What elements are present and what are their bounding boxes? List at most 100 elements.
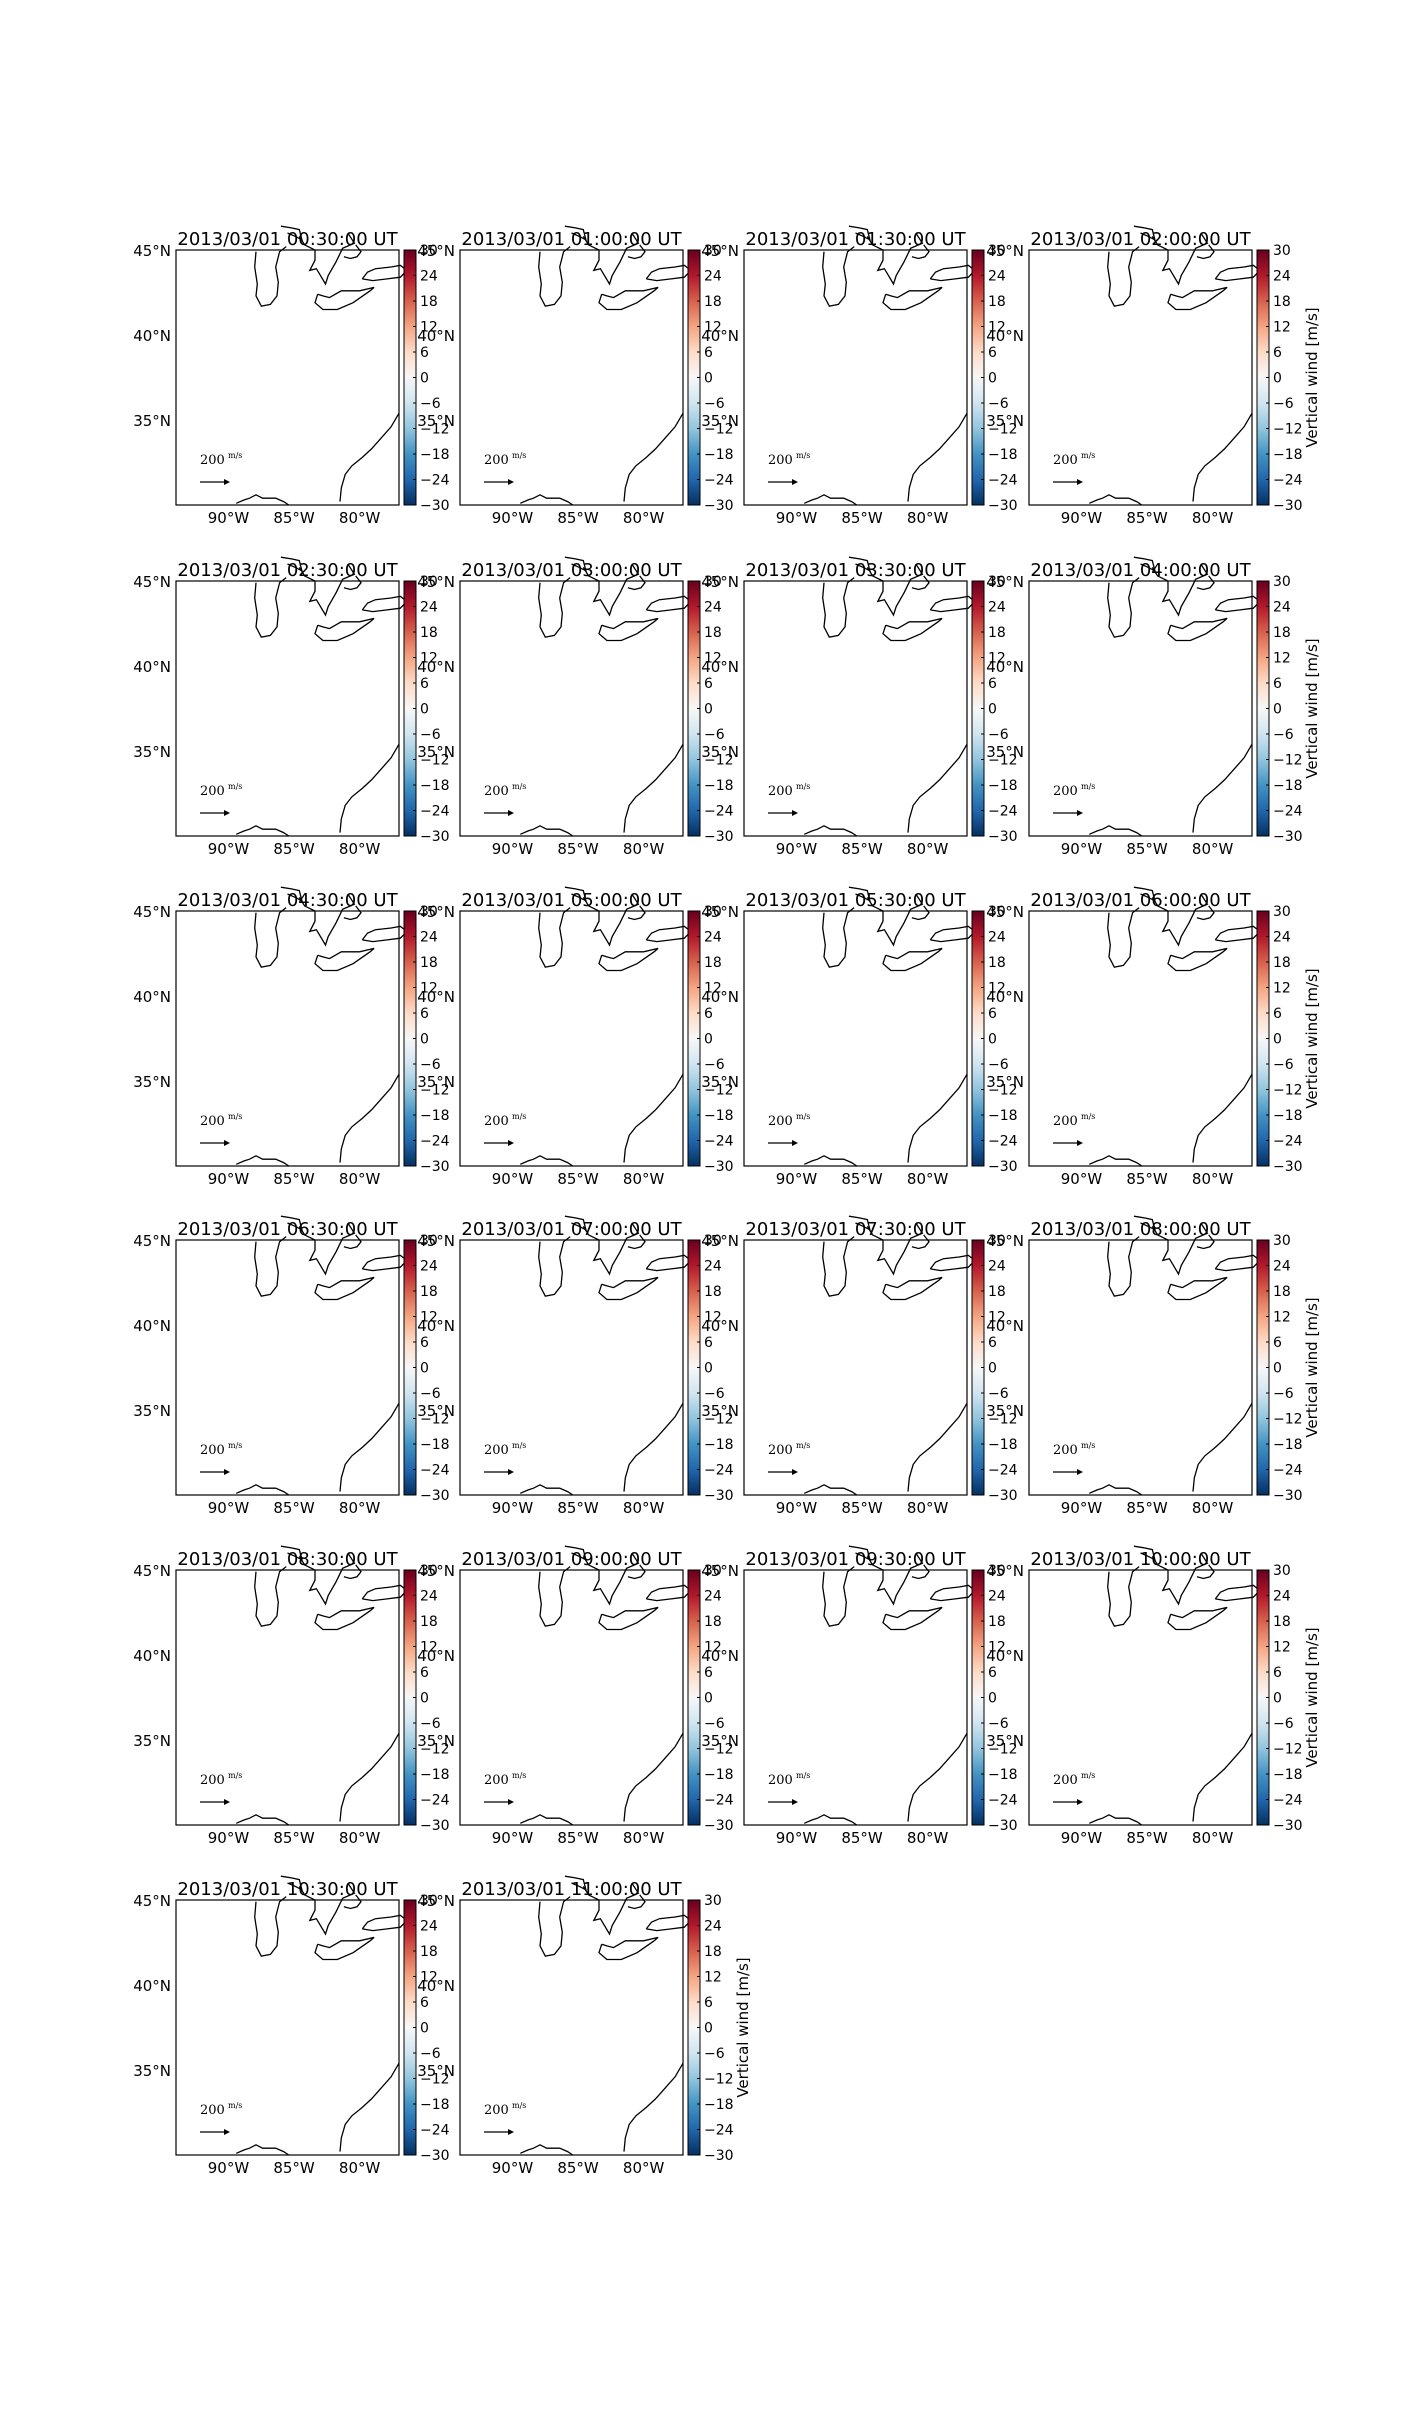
coastline-huronThumb — [866, 1222, 924, 1276]
colorbar-tick-label: −24 — [988, 1793, 1018, 1809]
coastline-michigan — [1107, 907, 1140, 968]
colorbar-tick-label: 12 — [988, 1640, 1006, 1656]
colorbar-tick-label: 0 — [988, 1361, 997, 1377]
coastline-erie — [314, 1936, 375, 1961]
coastline-erie — [1167, 1606, 1228, 1631]
colorbar-tick-label: 24 — [1273, 930, 1291, 946]
colorbar-tick-label: 6 — [420, 1006, 429, 1022]
map-axes — [175, 910, 400, 1167]
colorbar-tick-label: −24 — [704, 1134, 734, 1150]
colorbar-tick-label: 24 — [988, 1589, 1006, 1605]
reference-arrow-value: 200 — [484, 1773, 509, 1788]
colorbar: 30 24 18 12 6 0 −6 −12 −18 −24 −30 — [687, 243, 734, 514]
colorbar-tick-label: −24 — [420, 473, 450, 489]
colorbar-tick-label: 18 — [988, 1284, 1006, 1300]
x-tick-label: 85°W — [557, 840, 599, 858]
colorbar-tick-label: 30 — [704, 1233, 722, 1249]
colorbar-tick-label: 0 — [1273, 1691, 1282, 1707]
coastline-michigan — [254, 907, 287, 968]
colorbar-tick-label: −18 — [704, 1108, 734, 1124]
reference-arrow-unit: m/s — [796, 1112, 810, 1121]
panel-title: 2013/03/01 05:00:00 UT — [461, 890, 682, 911]
colorbar: 30 24 18 12 6 0 −6 −12 −18 −24 −30 Vertical wind [m… — [687, 1893, 752, 2164]
colorbar-tick-label: −18 — [988, 447, 1018, 463]
colorbar-tick-label: −18 — [704, 1437, 734, 1453]
colorbar-tick-label: 0 — [420, 371, 429, 387]
panel-title: 2013/03/01 07:00:00 UT — [461, 1219, 682, 1240]
panel-title: 2013/03/01 04:00:00 UT — [1030, 560, 1251, 581]
colorbar-tick-label: −24 — [420, 1793, 450, 1809]
x-tick-label: 80°W — [907, 1499, 949, 1517]
map-axes — [459, 1569, 684, 1826]
reference-arrow-unit: m/s — [228, 782, 242, 791]
colorbar-tick-label: 12 — [988, 320, 1006, 336]
colorbar-tick-label: −6 — [420, 2046, 441, 2062]
colorbar-tick-label: −12 — [1273, 1083, 1303, 1099]
reference-arrow-unit: m/s — [796, 1771, 810, 1780]
colorbar-tick-label: −6 — [420, 727, 441, 743]
coastline-gulf — [1089, 825, 1143, 837]
colorbar-tick-label: 30 — [420, 904, 438, 920]
y-tick-label: 40°N — [133, 1317, 171, 1335]
y-tick-label: 40°N — [986, 658, 1024, 676]
colorbar-tick-label: 0 — [704, 1691, 713, 1707]
reference-arrow-unit: m/s — [512, 1112, 526, 1121]
x-tick-label: 80°W — [339, 509, 381, 527]
reference-arrow-value: 200 — [1053, 1443, 1078, 1458]
coastline-michigan — [538, 1896, 571, 1957]
coastline-erie — [882, 947, 943, 972]
colorbar-tick-label: −6 — [988, 1716, 1009, 1732]
x-tick-label: 90°W — [1061, 840, 1103, 858]
panel-title: 2013/03/01 09:30:00 UT — [745, 1549, 966, 1570]
colorbar-tick-label: 30 — [704, 243, 722, 259]
coastline-huronThumb — [866, 893, 924, 947]
y-tick-label: 40°N — [417, 327, 455, 345]
y-tick-label: 40°N — [133, 658, 171, 676]
reference-arrow-value: 200 — [200, 1773, 225, 1788]
colorbar-tick-label: −24 — [704, 2123, 734, 2139]
reference-arrow-head — [792, 1799, 798, 1805]
reference-arrow-unit: m/s — [1081, 1771, 1095, 1780]
colorbar-tick-label: −12 — [988, 753, 1018, 769]
y-tick-label: 45°N — [986, 573, 1024, 591]
reference-arrow-head — [224, 1469, 230, 1475]
coastline-georgian — [627, 1234, 646, 1250]
map-axes — [175, 580, 400, 837]
coastline-georgian — [911, 1564, 930, 1580]
colorbar: 30 24 18 12 6 0 −6 −12 −18 −24 −30 — [971, 1563, 1018, 1834]
colorbar-tick-label: −30 — [704, 1818, 734, 1834]
coastline-atlantic — [1192, 1402, 1253, 1492]
y-tick-label: 35°N — [986, 1073, 1024, 1091]
panel-title: 2013/03/01 04:30:00 UT — [177, 890, 398, 911]
coastline-atlantic — [623, 412, 684, 502]
coastline-erie — [314, 1606, 375, 1631]
coastline-michigan — [1107, 577, 1140, 638]
colorbar-tick-label: 6 — [704, 1665, 713, 1681]
colorbar-tick-label: 12 — [1273, 1640, 1291, 1656]
x-tick-label: 85°W — [1126, 509, 1168, 527]
colorbar-tick-label: 6 — [704, 1335, 713, 1351]
map-panel-11: 2013/03/01 05:30:00 UT 45°N 40°N 35°N 90°W 85… — [701, 886, 1018, 1188]
colorbar-tick-label: −18 — [420, 1767, 450, 1783]
coastline-georgian — [1196, 244, 1215, 260]
colorbar-tick-label: 0 — [988, 1691, 997, 1707]
colorbar-tick-label: −24 — [1273, 1793, 1303, 1809]
colorbar-tick-label: 6 — [1273, 345, 1282, 361]
colorbar-tick-label: 6 — [1273, 676, 1282, 692]
coastline — [1089, 1215, 1261, 1496]
colorbar-tick-label: 6 — [704, 1006, 713, 1022]
reference-arrow-value: 200 — [200, 2103, 225, 2118]
x-tick-label: 90°W — [492, 2159, 534, 2177]
x-tick-label: 80°W — [907, 1170, 949, 1188]
panel-title: 2013/03/01 03:30:00 UT — [745, 560, 966, 581]
colorbar-tick-label: 24 — [420, 269, 438, 285]
coastline-gulf — [236, 825, 290, 837]
coastline-superior — [848, 1215, 871, 1232]
y-tick-label: 40°N — [133, 327, 171, 345]
colorbar-tick-label: −30 — [420, 1159, 450, 1175]
colorbar: 30 24 18 12 6 0 −6 −12 −18 −24 −30 — [971, 574, 1018, 845]
colorbar-tick-label: −12 — [988, 1742, 1018, 1758]
colorbar: 30 24 18 12 6 0 −6 −12 −18 −24 −30 — [687, 904, 734, 1175]
coastline-gulf — [804, 1155, 858, 1167]
coastline — [520, 886, 692, 1167]
